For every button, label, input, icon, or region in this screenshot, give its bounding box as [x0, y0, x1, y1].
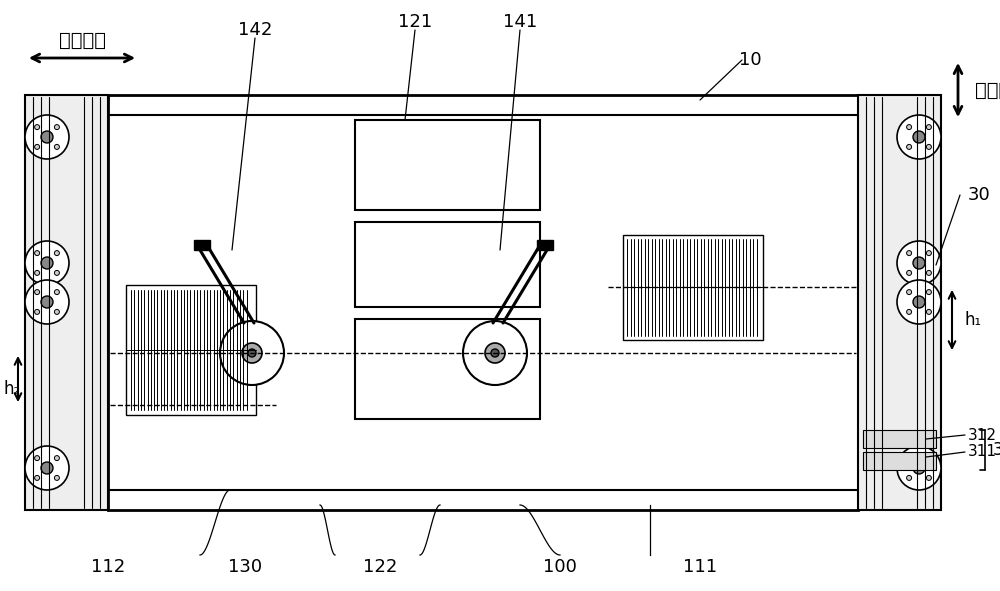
Circle shape	[897, 241, 941, 285]
Text: 141: 141	[503, 13, 537, 31]
Circle shape	[926, 290, 931, 294]
Circle shape	[25, 241, 69, 285]
Bar	[355, 222, 540, 307]
Circle shape	[485, 343, 505, 363]
Bar	[858, 95, 941, 510]
Polygon shape	[194, 240, 210, 250]
Circle shape	[35, 475, 40, 480]
Circle shape	[41, 257, 53, 269]
Circle shape	[54, 271, 59, 275]
Circle shape	[926, 271, 931, 275]
Circle shape	[54, 310, 59, 314]
Bar	[25, 95, 108, 510]
Circle shape	[913, 257, 925, 269]
Circle shape	[54, 144, 59, 150]
Circle shape	[54, 290, 59, 294]
Circle shape	[907, 310, 912, 314]
Circle shape	[907, 456, 912, 460]
Circle shape	[897, 280, 941, 324]
Bar	[355, 319, 540, 419]
Circle shape	[242, 343, 262, 363]
Circle shape	[35, 271, 40, 275]
Circle shape	[35, 251, 40, 255]
Text: h₂: h₂	[3, 380, 21, 398]
Circle shape	[897, 115, 941, 159]
Circle shape	[35, 310, 40, 314]
Bar	[126, 285, 256, 415]
Bar	[108, 95, 858, 510]
Text: 130: 130	[228, 558, 262, 576]
Bar	[623, 235, 763, 340]
Circle shape	[907, 290, 912, 294]
Circle shape	[41, 462, 53, 474]
Circle shape	[913, 131, 925, 143]
Circle shape	[907, 475, 912, 480]
Text: 112: 112	[91, 558, 125, 576]
Circle shape	[35, 456, 40, 460]
Bar	[355, 120, 540, 210]
Circle shape	[25, 446, 69, 490]
Circle shape	[54, 475, 59, 480]
Circle shape	[926, 251, 931, 255]
Circle shape	[926, 144, 931, 150]
Circle shape	[35, 290, 40, 294]
Bar	[863, 452, 936, 470]
Circle shape	[25, 280, 69, 324]
Circle shape	[41, 296, 53, 308]
Circle shape	[926, 125, 931, 129]
Circle shape	[35, 125, 40, 129]
Circle shape	[926, 456, 931, 460]
Text: 312: 312	[968, 427, 997, 443]
Circle shape	[907, 125, 912, 129]
Circle shape	[907, 271, 912, 275]
Circle shape	[54, 251, 59, 255]
Text: 长度方向: 长度方向	[58, 31, 106, 50]
Circle shape	[25, 115, 69, 159]
Text: 30: 30	[968, 186, 991, 204]
Text: h₁: h₁	[965, 311, 982, 329]
Circle shape	[913, 296, 925, 308]
Circle shape	[926, 475, 931, 480]
Circle shape	[926, 310, 931, 314]
Text: 142: 142	[238, 21, 272, 39]
Text: 宽度方向: 宽度方向	[975, 80, 1000, 99]
Bar	[863, 430, 936, 448]
Text: 310: 310	[993, 441, 1000, 459]
Circle shape	[463, 321, 527, 385]
Circle shape	[35, 144, 40, 150]
Circle shape	[907, 251, 912, 255]
Text: 311: 311	[968, 444, 997, 459]
Circle shape	[913, 462, 925, 474]
Text: 10: 10	[739, 51, 761, 69]
Circle shape	[41, 131, 53, 143]
Circle shape	[897, 446, 941, 490]
Text: 100: 100	[543, 558, 577, 576]
Text: 121: 121	[398, 13, 432, 31]
Text: 122: 122	[363, 558, 397, 576]
Circle shape	[220, 321, 284, 385]
Circle shape	[491, 349, 499, 357]
Text: 111: 111	[683, 558, 717, 576]
Polygon shape	[537, 240, 553, 250]
Circle shape	[907, 144, 912, 150]
Circle shape	[248, 349, 256, 357]
Circle shape	[54, 125, 59, 129]
Circle shape	[54, 456, 59, 460]
